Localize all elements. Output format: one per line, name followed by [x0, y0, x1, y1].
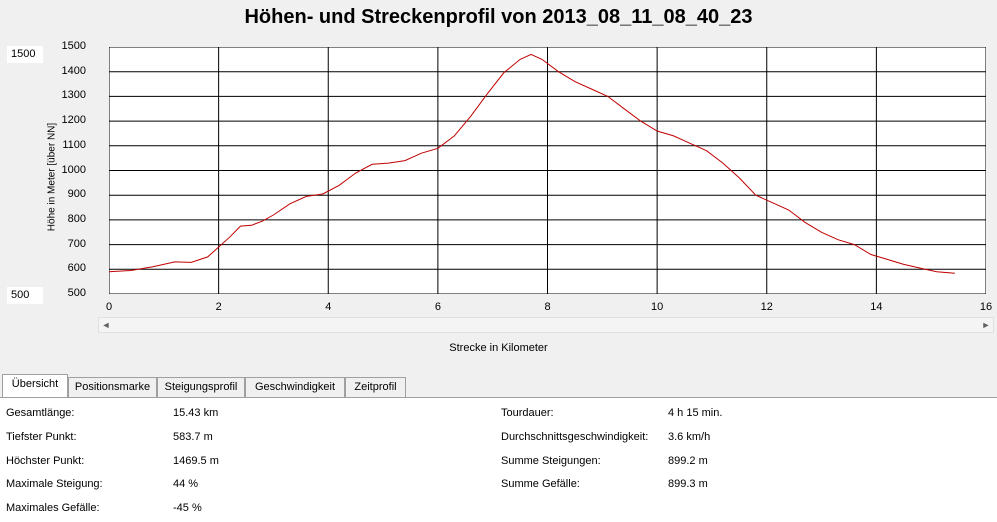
x-tick-label: 10 [651, 301, 664, 313]
stat-value: 899.3 m [668, 478, 708, 490]
x-axis-label: Strecke in Kilometer [449, 342, 548, 354]
y-tick-label: 600 [67, 262, 86, 275]
scroll-left-icon[interactable]: ◄ [101, 320, 111, 330]
y-tick-label: 1100 [62, 138, 86, 151]
y-tick-label: 900 [67, 188, 86, 201]
y-tick-label: 500 [67, 287, 86, 299]
x-tick-label: 12 [760, 301, 773, 313]
stat-label: Maximale Steigung: [6, 478, 103, 490]
stat-value: -45 % [173, 502, 202, 514]
stat-value: 15.43 km [173, 407, 219, 419]
stat-label: Gesamtlänge: [6, 407, 75, 419]
scroll-right-icon[interactable]: ► [981, 320, 991, 330]
y-tick-label: 1300 [61, 89, 86, 102]
stat-value: 1469.5 m [173, 455, 219, 467]
x-tick-label: 8 [544, 301, 551, 313]
y-tick-label: 700 [67, 237, 86, 250]
y-tick-label: 1200 [61, 114, 86, 127]
stat-label: Maximales Gefälle: [6, 502, 100, 514]
stat-value: 44 % [173, 478, 199, 490]
overview-panel: Gesamtlänge: 15.43 km Tiefster Punkt: 58… [0, 397, 997, 522]
y-tick-label: 1000 [61, 163, 86, 176]
y-max-box[interactable]: 1500 [7, 46, 43, 63]
stat-label: Tourdauer: [501, 407, 554, 419]
y-tick-label: 800 [67, 212, 86, 225]
x-tick-label: 14 [870, 301, 883, 313]
x-tick-label: 2 [215, 301, 222, 313]
stat-value: 4 h 15 min. [668, 407, 723, 419]
stat-label: Summe Gefälle: [501, 478, 580, 490]
x-tick-label: 0 [105, 301, 113, 313]
stat-value: 583.7 m [173, 431, 213, 443]
elevation-plot [109, 47, 986, 294]
y-min-box[interactable]: 500 [7, 287, 43, 304]
chart-scrollbar[interactable]: ◄ ► [98, 317, 994, 333]
stat-label: Tiefster Punkt: [6, 431, 77, 443]
y-tick-label: 1400 [61, 64, 86, 77]
chart-title: Höhen- und Streckenprofil von 2013_08_11… [244, 6, 753, 28]
tab-zeitprofil[interactable]: Zeitprofil [345, 377, 406, 397]
tab-positionsmarke[interactable]: Positionsmarke [68, 377, 157, 397]
stat-label: Durchschnittsgeschwindigkeit: [501, 431, 649, 443]
stat-value: 899.2 m [668, 455, 708, 467]
stat-value: 3.6 km/h [668, 431, 711, 443]
x-tick-label: 16 [979, 301, 993, 313]
tab-uebersicht[interactable]: Übersicht [2, 374, 68, 398]
tab-geschwindigkeit[interactable]: Geschwindigkeit [245, 377, 345, 397]
stat-label: Höchster Punkt: [6, 455, 85, 467]
x-tick-label: 4 [325, 301, 332, 313]
elevation-line [109, 53, 955, 274]
stat-label: Summe Steigungen: [501, 455, 601, 467]
y-tick-label: 1500 [61, 40, 86, 52]
x-tick-label: 6 [434, 301, 441, 313]
y-axis-label: Höhe in Meter [über NN] [46, 122, 58, 232]
tab-steigungsprofil[interactable]: Steigungsprofil [157, 377, 245, 397]
